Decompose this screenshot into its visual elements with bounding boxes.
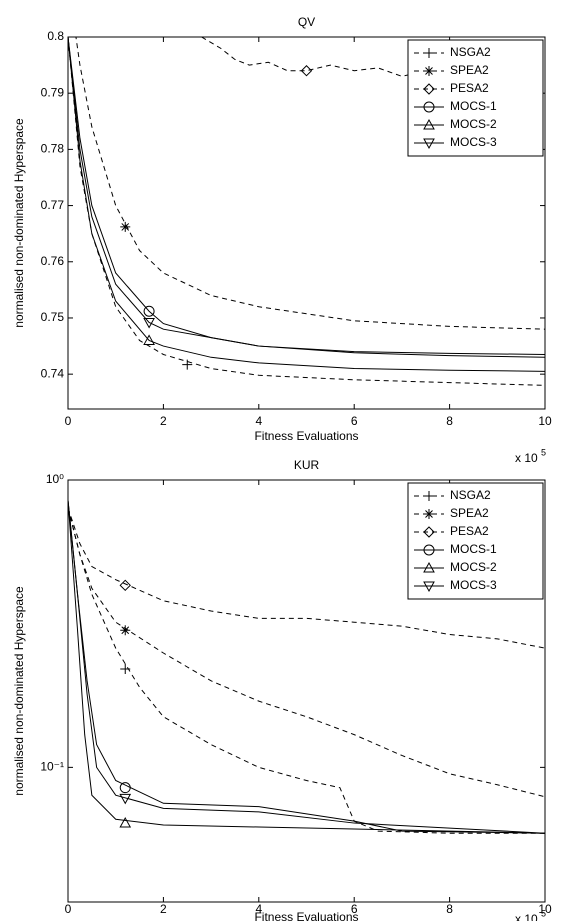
series-line — [68, 507, 545, 798]
legend-label: MOCS-2 — [450, 117, 497, 131]
x-tick-label: 10 — [538, 902, 552, 916]
legend-label: SPEA2 — [450, 63, 489, 77]
legend-label: NSGA2 — [450, 45, 491, 59]
legend-label: PESA2 — [450, 524, 489, 538]
x-multiplier-exp: 5 — [541, 447, 546, 457]
marker — [423, 101, 435, 113]
y-tick-label: 0.77 — [41, 198, 65, 212]
marker — [119, 579, 131, 592]
marker — [423, 544, 435, 556]
marker — [423, 83, 435, 95]
x-tick-label: 8 — [446, 902, 453, 916]
legend-label: PESA2 — [450, 81, 489, 95]
legend-label: MOCS-2 — [450, 560, 497, 574]
chart-title: QV — [298, 15, 315, 29]
y-tick-label: 0.79 — [41, 85, 65, 99]
plot-area — [68, 37, 545, 386]
x-tick-label: 4 — [255, 414, 262, 428]
marker — [119, 793, 132, 805]
series-line — [68, 500, 545, 834]
x-tick-label: 4 — [255, 902, 262, 916]
series-line — [68, 500, 545, 834]
series-line — [68, 500, 545, 834]
series-line — [68, 37, 545, 358]
y-tick-label: 0.74 — [41, 366, 65, 380]
x-tick-label: 6 — [351, 414, 358, 428]
x-axis-label: Fitness Evaluations — [254, 910, 358, 921]
y-axis-label: normalised non-dominated Hyperspace — [12, 586, 26, 796]
series-line — [68, 37, 545, 372]
legend-label: SPEA2 — [450, 506, 489, 520]
marker — [182, 359, 193, 370]
marker — [423, 561, 435, 573]
marker — [423, 118, 435, 130]
series-line — [201, 37, 545, 77]
chart-title: KUR — [294, 458, 320, 472]
y-tick-label: 0.75 — [41, 310, 65, 324]
marker — [424, 509, 434, 519]
x-tick-label: 2 — [160, 902, 167, 916]
marker — [424, 66, 434, 76]
marker — [143, 305, 155, 317]
marker — [423, 526, 435, 538]
y-tick-label: 0.78 — [41, 142, 65, 156]
y-tick-label: 10⁰ — [46, 472, 64, 486]
plot-frame — [67, 479, 546, 903]
marker — [424, 491, 434, 501]
series-line — [68, 507, 545, 834]
marker — [120, 663, 131, 674]
marker — [424, 48, 434, 58]
plot-area — [68, 500, 545, 834]
y-tick-label: 10⁻¹ — [40, 760, 64, 774]
marker — [119, 782, 131, 794]
x-tick-label: 2 — [160, 414, 167, 428]
y-tick-label: 0.8 — [47, 29, 64, 43]
legend-label: MOCS-1 — [450, 542, 497, 556]
legend-box — [407, 39, 544, 157]
marker — [120, 625, 131, 636]
marker — [120, 221, 131, 232]
legend-label: MOCS-3 — [450, 578, 497, 592]
x-tick-label: 0 — [65, 902, 72, 916]
marker — [143, 334, 155, 345]
x-tick-label: 0 — [65, 414, 72, 428]
x-tick-label: 10 — [538, 414, 552, 428]
x-multiplier-exp: 5 — [541, 908, 546, 918]
legend-label: MOCS-1 — [450, 99, 497, 113]
marker — [423, 138, 435, 150]
y-tick-label: 0.76 — [41, 254, 65, 268]
x-multiplier: x 10 — [515, 912, 538, 921]
marker — [300, 65, 313, 77]
legend-box — [407, 482, 544, 600]
plot-frame — [67, 36, 546, 410]
marker — [143, 317, 155, 329]
marker — [423, 581, 435, 593]
y-axis-label: normalised non-dominated Hyperspace — [12, 118, 26, 328]
legend-label: NSGA2 — [450, 488, 491, 502]
x-multiplier: x 10 — [515, 451, 538, 465]
series-line — [68, 37, 545, 355]
legend-label: MOCS-3 — [450, 135, 497, 149]
series-line — [68, 507, 545, 649]
x-tick-label: 6 — [351, 902, 358, 916]
x-axis-label: Fitness Evaluations — [254, 429, 358, 443]
marker — [119, 817, 132, 828]
x-tick-label: 8 — [446, 414, 453, 428]
series-line — [75, 37, 545, 330]
